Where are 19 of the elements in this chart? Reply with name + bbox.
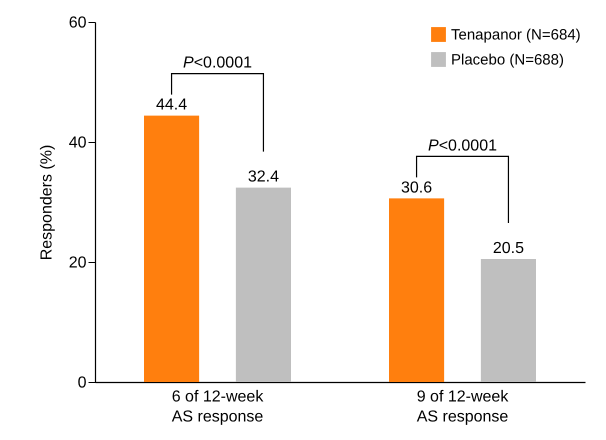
x-tick-label: 9 of 12-week AS response	[416, 388, 510, 426]
legend-label: Placebo (N=688)	[451, 52, 564, 68]
legend-label: Tenapanor (N=684)	[451, 26, 581, 44]
data-label: 32.4	[248, 168, 280, 186]
y-tick-label: 0	[78, 374, 87, 392]
data-label: 20.5	[492, 240, 524, 257]
y-axis-title: Responders (%)	[38, 144, 56, 260]
y-tick-label: 40	[68, 134, 87, 152]
y-tick-label: 20	[68, 254, 87, 272]
annotation: P<0.0001	[183, 54, 252, 72]
y-tick-label: 60	[68, 14, 87, 32]
data-label: 30.6	[400, 179, 432, 196]
annotation: P<0.0001	[428, 137, 498, 154]
bar	[389, 198, 444, 382]
bar	[480, 259, 536, 382]
bar	[236, 188, 291, 382]
x-tick-label: 6 of 12-week AS response	[172, 388, 264, 426]
bar	[144, 116, 200, 382]
data-label: 44.4	[156, 96, 188, 114]
